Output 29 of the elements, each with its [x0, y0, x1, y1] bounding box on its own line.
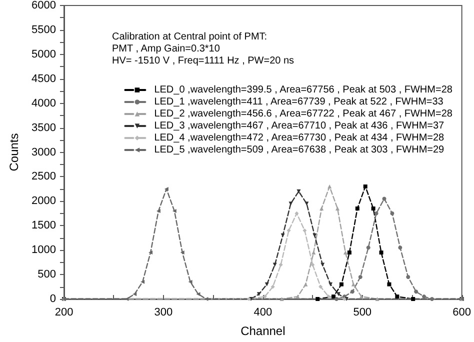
annotation: PMT , Amp Gain=0.3*10: [112, 44, 220, 54]
legend-label: LED_5 ,wavelength=509 , Area=67638 , Peak at 303 , FWHM=29: [154, 144, 445, 156]
y-tick-label: 3000: [32, 146, 56, 158]
y-tick-label: 500: [38, 268, 56, 281]
legend-label: LED_3 ,wavelength=467 , Area=67710 , Peak at 436 , FWHM=37: [154, 120, 445, 132]
annotation: Calibration at Central point of PMT:: [112, 32, 268, 42]
x-tick-label: 200: [54, 306, 74, 318]
legend-label: LED_4 ,wavelength=472 , Area=67730 , Peak at 434 , FWHM=28: [154, 132, 445, 144]
y-tick-label: 6000: [32, 0, 56, 12]
y-tick-label: 1500: [32, 220, 56, 232]
y-tick-label: 5000: [32, 48, 56, 60]
legend-label: LED_2 ,wavelength=456.6 , Area=67722 , Peak at 467 , FWHM=28: [154, 108, 453, 120]
y-tick-label: 0: [50, 293, 56, 305]
x-tick-label: 600: [452, 306, 472, 318]
y-tick-label: 2500: [32, 170, 56, 183]
legend-label: LED_1 ,wavelength=411 , Area=67739 , Peak at 522 , FWHM=33: [154, 96, 444, 108]
y-tick-label: 1000: [32, 244, 56, 256]
annotation: HV= -1510 V , Freq=1111 Hz , PW=20 ns: [112, 56, 294, 66]
legend-label: LED_0 ,wavelength=399.5 , Area=67756 , Peak at 503 , FWHM=28: [154, 84, 453, 96]
x-tick-label: 500: [353, 306, 372, 318]
x-axis-title: Channel: [240, 324, 286, 338]
x-tick-label: 400: [254, 306, 272, 318]
y-tick-label: 4000: [32, 97, 56, 110]
y-tick-label: 2000: [32, 195, 56, 208]
x-tick-label: 300: [154, 306, 173, 318]
y-tick-label: 5500: [32, 24, 56, 36]
y-tick-label: 4500: [32, 72, 56, 85]
y-axis-title: Counts: [7, 133, 21, 172]
y-tick-label: 3500: [32, 122, 56, 134]
